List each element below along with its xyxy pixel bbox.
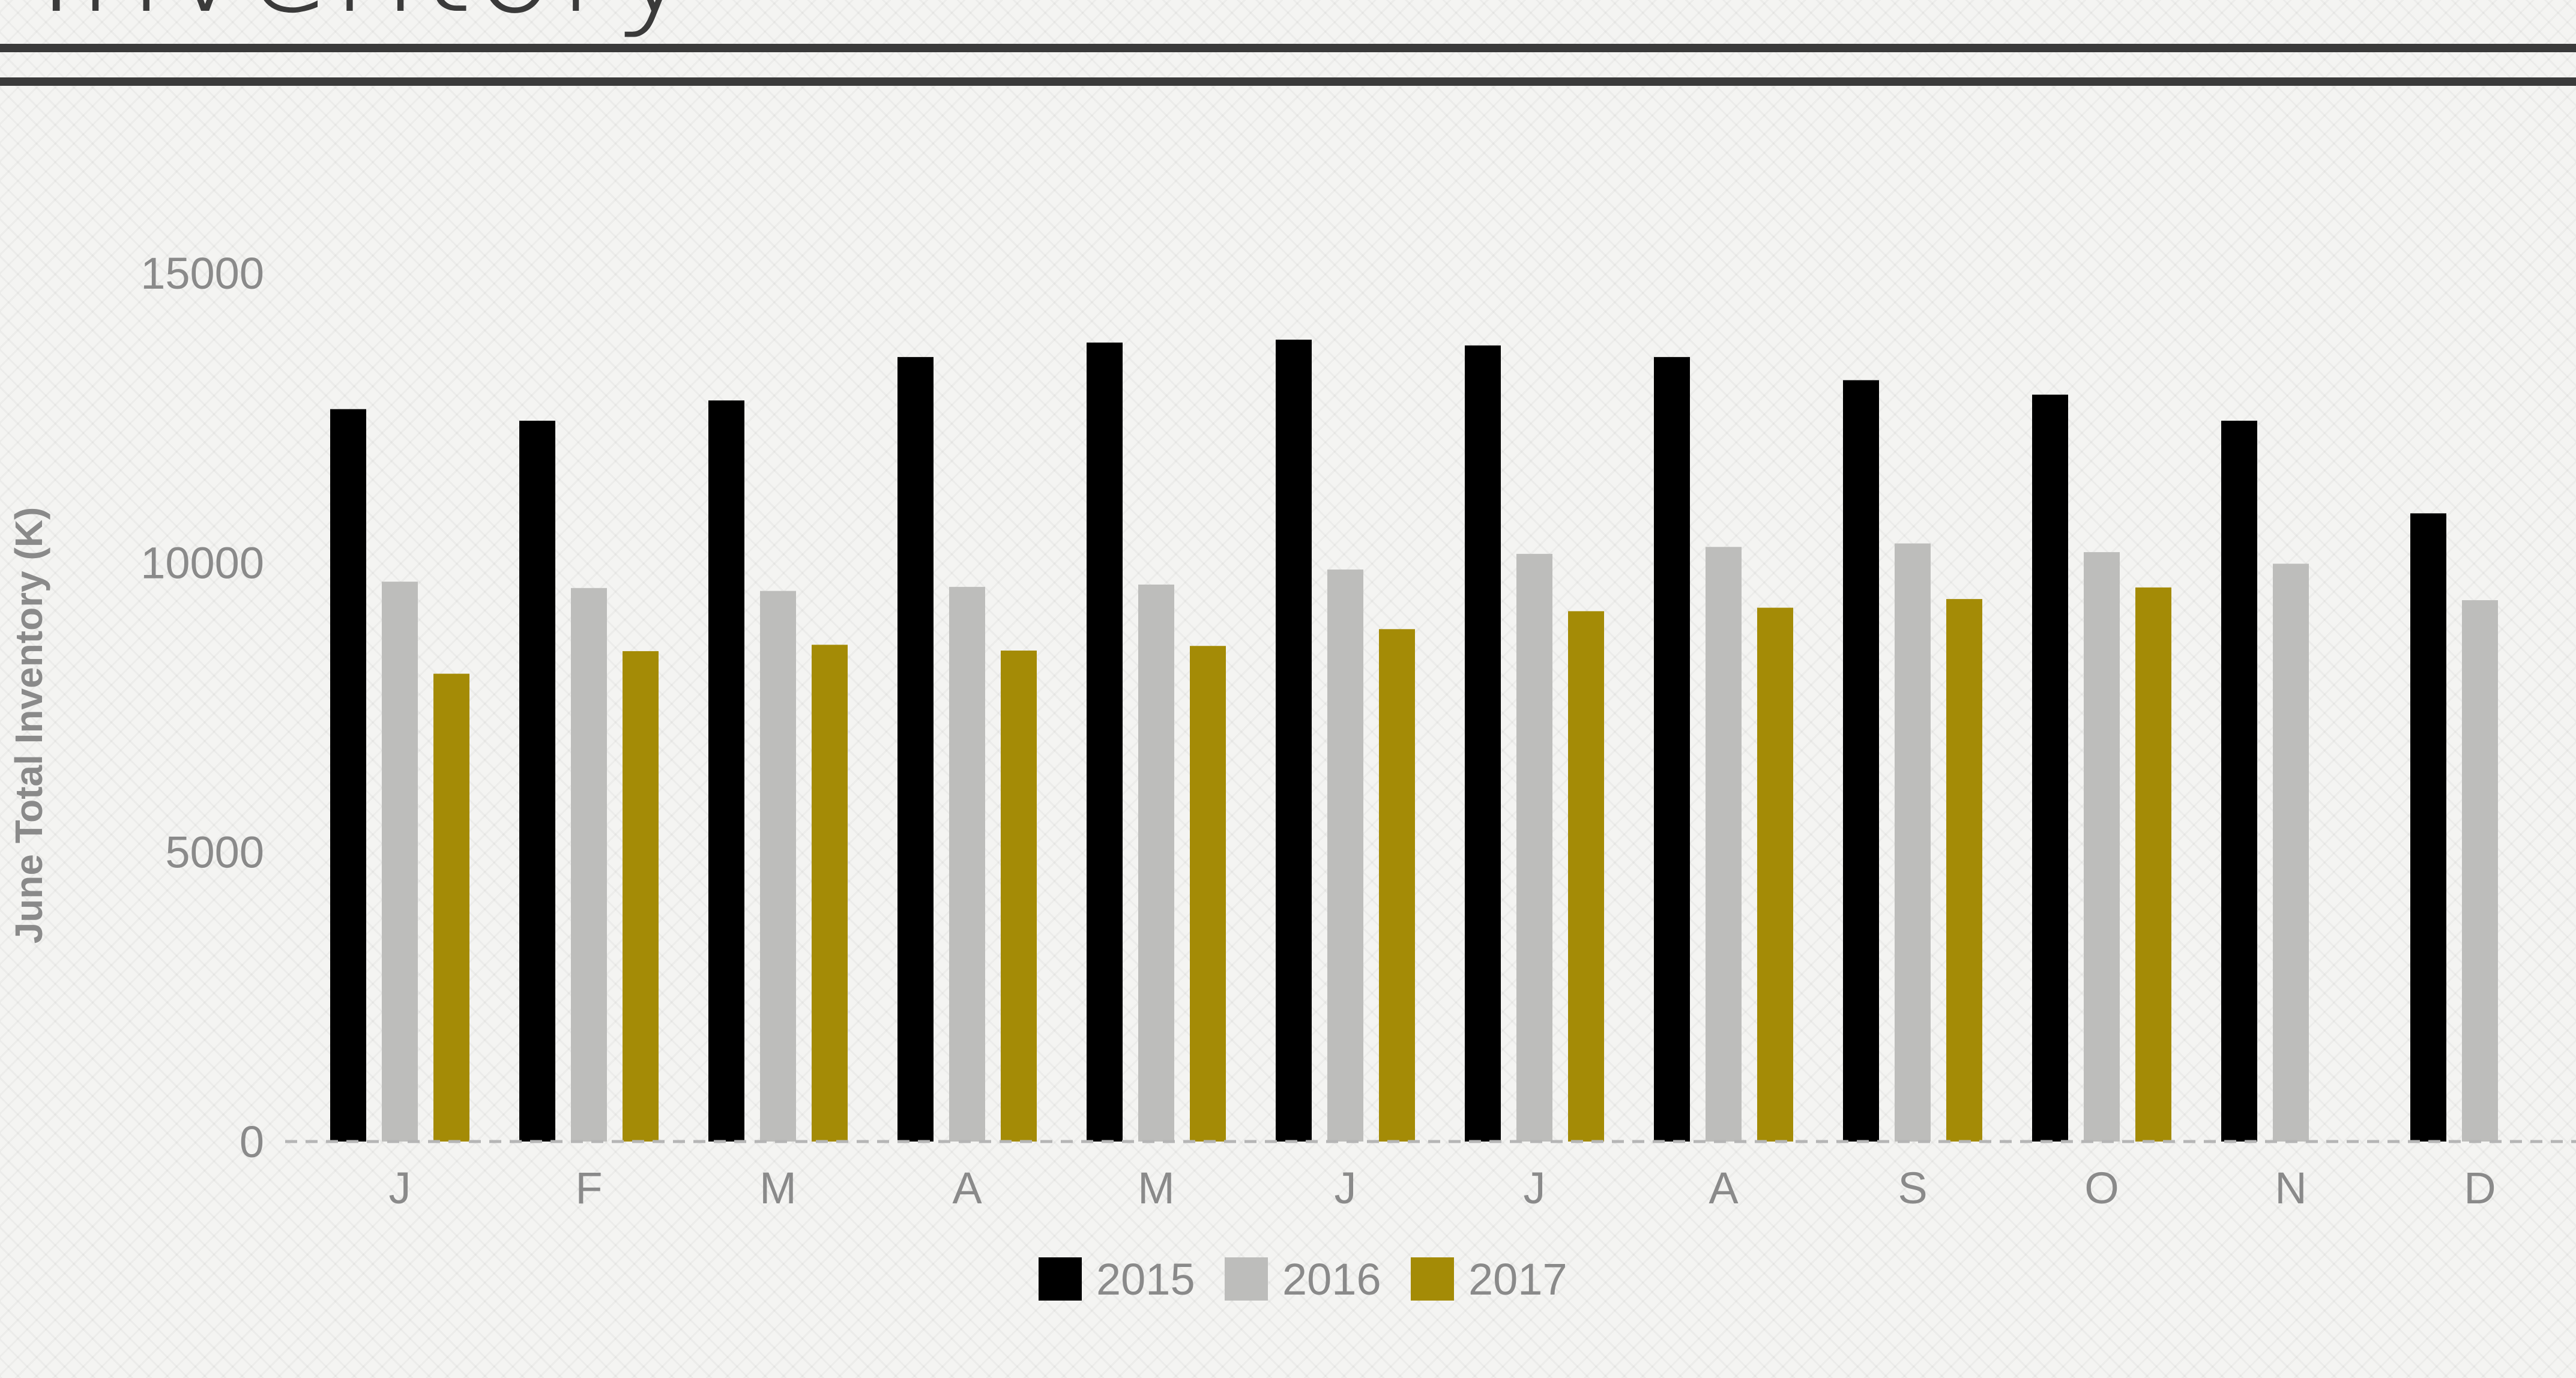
legend-swatch-2017 xyxy=(1411,1257,1454,1301)
y-tick-label: 10000 xyxy=(140,538,264,588)
legend-swatch-2016 xyxy=(1225,1257,1268,1301)
bar-2016-6 xyxy=(1327,569,1363,1142)
y-tick-labels: 0 5000 10000 15000 xyxy=(140,248,264,1167)
bar-2016-1 xyxy=(382,582,418,1142)
bar-2016-7 xyxy=(1516,553,1552,1142)
bar-2016-4 xyxy=(949,586,985,1142)
page-title: Inventory xyxy=(36,0,696,33)
bar-2015-6 xyxy=(1276,339,1312,1142)
header-rule-bottom xyxy=(0,77,2576,86)
bar-2015-12 xyxy=(2410,513,2446,1142)
bar-2017-9 xyxy=(1946,599,1982,1142)
x-tick-label: S xyxy=(1898,1163,1927,1213)
bar-2015-1 xyxy=(330,409,366,1142)
bar-2017-7 xyxy=(1568,611,1604,1142)
bar-2016-12 xyxy=(2462,600,2498,1142)
bar-2017-2 xyxy=(623,651,659,1142)
bar-2015-11 xyxy=(2221,420,2257,1142)
bar-2015-9 xyxy=(1843,380,1879,1142)
y-tick-label: 15000 xyxy=(140,248,264,298)
legend-label-2017: 2017 xyxy=(1468,1254,1567,1304)
legend-swatch-2015 xyxy=(1039,1257,1082,1301)
bar-2016-10 xyxy=(2084,552,2120,1142)
bar-2017-6 xyxy=(1379,629,1415,1142)
bar-2017-3 xyxy=(812,645,848,1142)
x-tick-label: N xyxy=(2275,1163,2306,1213)
x-tick-label: J xyxy=(1524,1163,1546,1213)
bar-2015-4 xyxy=(897,357,934,1142)
y-tick-label: 0 xyxy=(240,1117,264,1167)
x-tick-label: A xyxy=(952,1163,982,1213)
bar-2015-8 xyxy=(1654,357,1690,1142)
legend: 2015 2016 2017 xyxy=(1039,1254,1567,1304)
bar-2016-5 xyxy=(1138,584,1174,1142)
x-tick-label: D xyxy=(2464,1163,2496,1213)
bar-2017-5 xyxy=(1190,646,1226,1142)
bar-2016-8 xyxy=(1706,547,1742,1142)
bars-group xyxy=(330,339,2498,1142)
x-tick-label: M xyxy=(1138,1163,1175,1213)
bar-2015-7 xyxy=(1465,345,1501,1142)
bar-2015-10 xyxy=(2032,394,2068,1142)
bar-2017-4 xyxy=(1001,650,1037,1142)
bar-2015-5 xyxy=(1087,342,1123,1142)
y-tick-label: 5000 xyxy=(165,828,264,877)
bar-2015-3 xyxy=(708,400,744,1142)
x-tick-label: O xyxy=(2084,1163,2119,1213)
legend-label-2016: 2016 xyxy=(1282,1254,1381,1304)
bar-2015-2 xyxy=(519,420,555,1142)
x-tick-label: J xyxy=(389,1163,411,1213)
bar-2016-2 xyxy=(571,588,607,1142)
x-tick-label: M xyxy=(759,1163,797,1213)
y-axis-title: June Total Inventory (K) xyxy=(7,507,50,944)
bar-2017-8 xyxy=(1757,607,1793,1142)
x-tick-label: A xyxy=(1709,1163,1739,1213)
x-tick-label: F xyxy=(575,1163,602,1213)
x-tick-label: J xyxy=(1335,1163,1357,1213)
bar-2017-10 xyxy=(2135,587,2171,1142)
bar-2016-9 xyxy=(1895,543,1931,1142)
header-rule-top xyxy=(0,44,2576,52)
bar-2016-3 xyxy=(760,591,796,1142)
bar-2017-1 xyxy=(433,673,469,1142)
bar-2016-11 xyxy=(2273,564,2309,1142)
legend-label-2015: 2015 xyxy=(1096,1254,1195,1304)
